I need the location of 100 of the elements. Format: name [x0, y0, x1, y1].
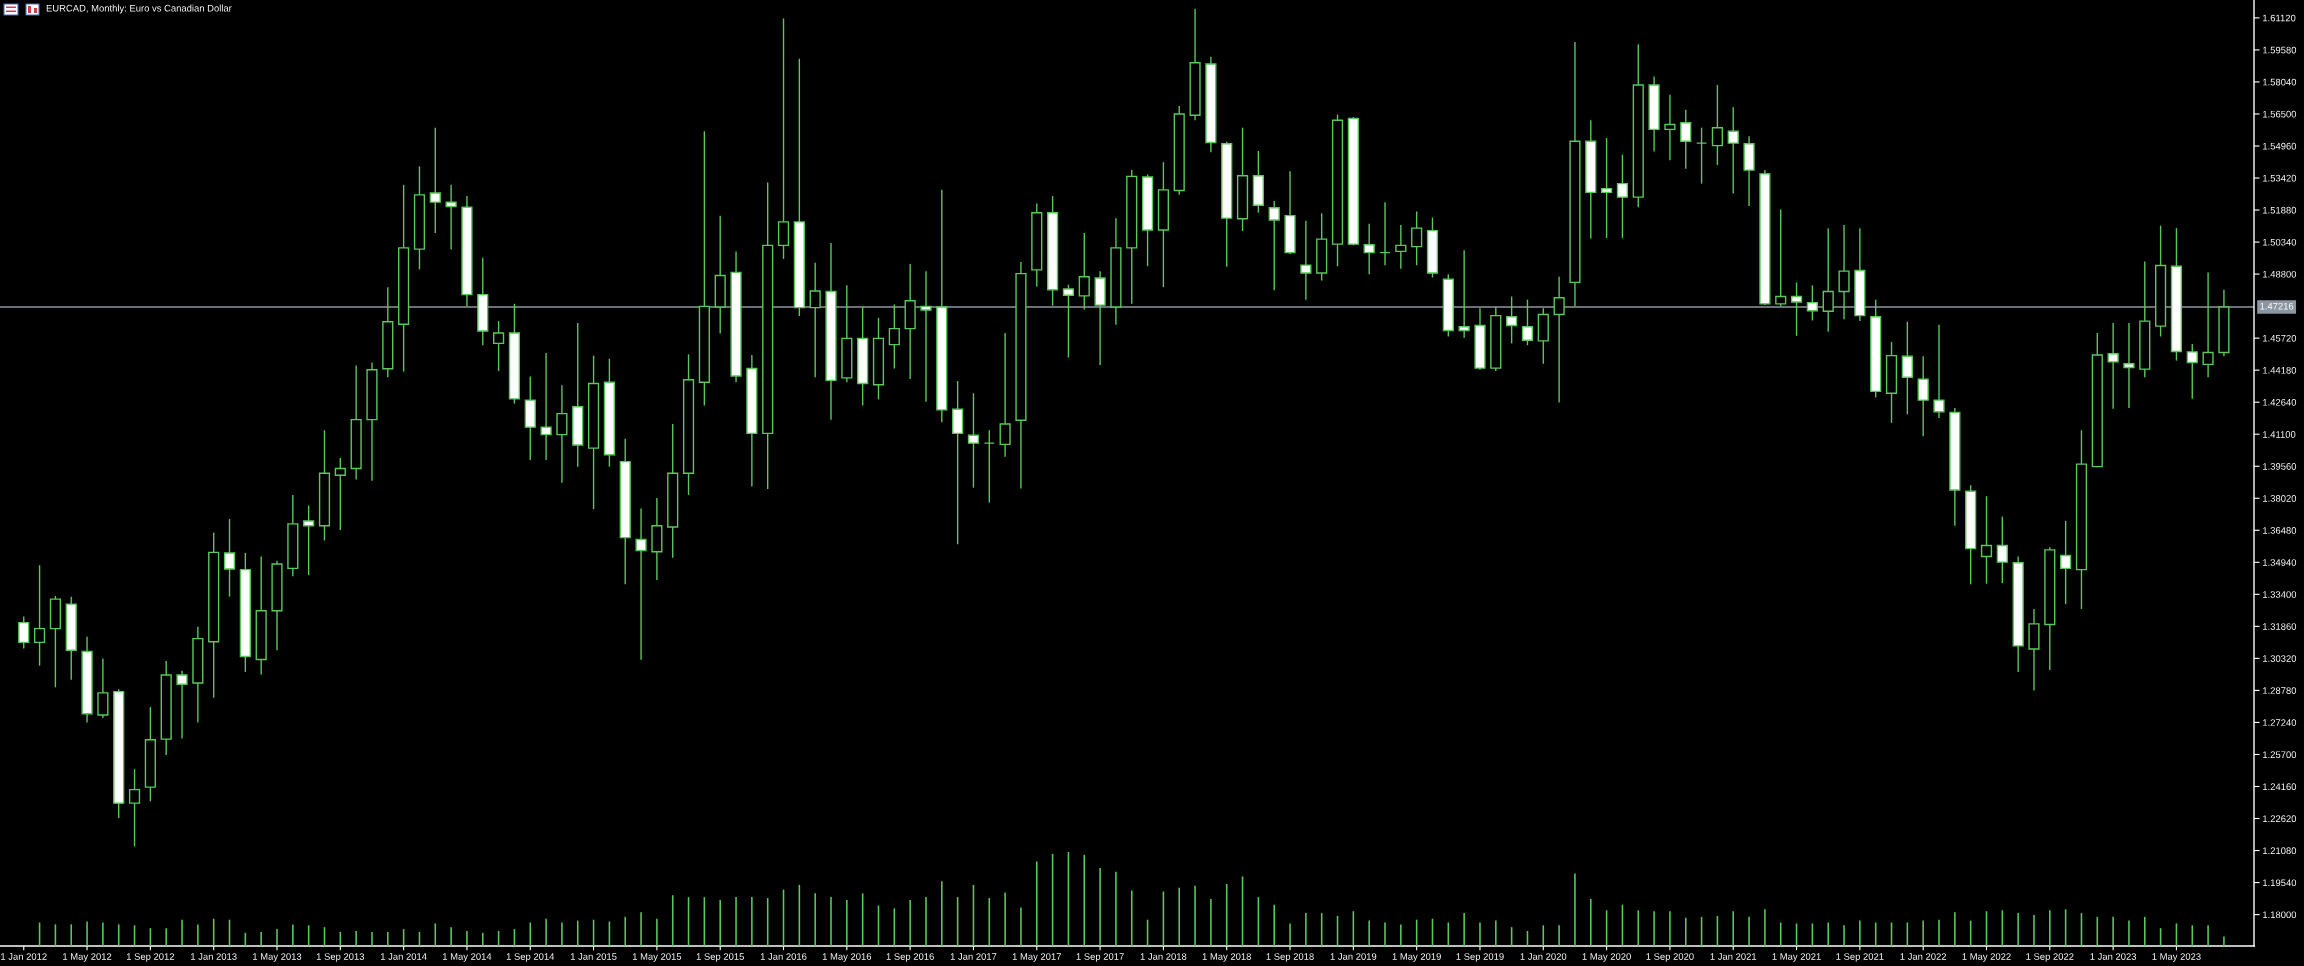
- y-tick-label: 1.58040: [2263, 78, 2297, 86]
- x-tick-label: 1 Sep 2017: [1076, 953, 1124, 962]
- candlestick: [556, 384, 568, 484]
- x-tick-label: 1 Jan 2023: [2090, 953, 2137, 960]
- x-tick-label: 1 Sep 2020: [1646, 953, 1694, 962]
- x-tick-label: 1 Jan 2013: [191, 953, 237, 960]
- y-tick-label: 1.36480: [2263, 527, 2297, 534]
- candlestick: [33, 564, 46, 667]
- x-tick-label: 1 May 2020: [1582, 953, 1631, 962]
- x-tick-label: 1 Jan 2021: [1710, 953, 1757, 960]
- x-tick-label: 1 Sep 2021: [1836, 953, 1884, 962]
- x-tick-label: 1 May 2023: [2152, 953, 2201, 962]
- x-tick-label: 1 Sep 2014: [506, 953, 555, 962]
- y-tick-label: 1.22620: [2263, 815, 2297, 823]
- x-tick-label: 1 Jan 2018: [1140, 953, 1187, 960]
- candlestick: [223, 518, 236, 598]
- candlestick: [1933, 324, 1945, 419]
- candlestick: [777, 17, 790, 260]
- candlestick: [1727, 106, 1739, 195]
- x-tick-label: 1 Jan 2016: [760, 953, 807, 960]
- y-tick-label: 1.24160: [2263, 783, 2297, 791]
- candlestick: [2123, 322, 2135, 409]
- candlestick: [1901, 321, 1913, 415]
- candlestick: [1664, 94, 1676, 162]
- y-tick-label: 1.54960: [2263, 142, 2297, 150]
- y-tick-label: 1.27240: [2263, 719, 2297, 726]
- candlestick: [1695, 126, 1708, 185]
- x-tick-label: 1 Jan 2019: [1330, 953, 1377, 960]
- x-tick-label: 1 Sep 2013: [316, 953, 365, 962]
- y-tick-label: 1.28780: [2263, 687, 2297, 694]
- chart-title: EURCAD, Monthly: Euro vs Canadian Dollar: [46, 4, 232, 14]
- candlestick: [920, 270, 932, 403]
- candlestick: [1616, 154, 1629, 239]
- candlestick: [429, 126, 441, 234]
- y-tick-label: 1.38020: [2263, 495, 2297, 502]
- x-tick-label: 1 Sep 2015: [696, 953, 744, 962]
- candlestick: [1521, 298, 1534, 346]
- x-tick-label: 1 Jan 2012: [1, 953, 47, 960]
- candlestick: [2202, 271, 2214, 378]
- candlestick: [1680, 109, 1692, 170]
- candlestick: [1790, 281, 1803, 337]
- candlestick: [334, 457, 346, 531]
- x-tick-label: 1 May 2022: [1962, 953, 2011, 962]
- candlestick: [1806, 284, 1818, 322]
- candlestick: [445, 184, 457, 251]
- x-tick-label: 1 May 2012: [63, 953, 112, 962]
- candlestick: [1996, 515, 2008, 584]
- candlestick: [888, 303, 900, 370]
- candlestick: [967, 392, 980, 489]
- y-tick-label: 1.53420: [2263, 174, 2297, 182]
- y-tick-label: 1.30320: [2263, 655, 2297, 662]
- x-tick-label: 1 May 2018: [1202, 953, 1251, 962]
- y-tick-label: 1.44180: [2263, 366, 2297, 374]
- x-tick-label: 1 Jan 2015: [570, 953, 617, 960]
- candlestick: [635, 507, 647, 661]
- y-tick-label: 1.39560: [2263, 463, 2297, 470]
- y-tick-label: 1.59580: [2263, 46, 2297, 54]
- candlestick: [983, 429, 995, 504]
- y-tick-label: 1.48800: [2263, 270, 2297, 278]
- candlestick: [2060, 520, 2072, 605]
- x-tick-label: 1 May 2015: [632, 953, 682, 962]
- y-tick-label: 1.25700: [2263, 751, 2297, 758]
- y-tick-label: 1.41100: [2263, 431, 2296, 438]
- candlestick: [1411, 210, 1423, 266]
- y-tick-label: 1.42640: [2263, 399, 2297, 406]
- x-tick-label: 1 Jan 2020: [1520, 953, 1567, 960]
- y-tick-label: 1.33400: [2263, 591, 2297, 598]
- y-tick-label: 1.51880: [2263, 206, 2297, 214]
- x-tick-label: 1 Sep 2019: [1456, 953, 1504, 962]
- y-tick-label: 1.50340: [2263, 238, 2297, 246]
- candlestick: [1506, 295, 1518, 345]
- candlestick: [1553, 276, 1565, 404]
- candlestick: [1822, 227, 1834, 333]
- y-tick-label: 1.34940: [2263, 559, 2297, 566]
- candlestick: [999, 332, 1011, 458]
- x-tick-label: 1 May 2021: [1772, 953, 1821, 962]
- candlestick: [1395, 224, 1407, 270]
- y-tick-label: 1.45720: [2263, 334, 2297, 342]
- x-tick-label: 1 Sep 2012: [126, 953, 175, 962]
- x-tick-label: 1 Sep 2022: [2026, 953, 2074, 962]
- x-tick-label: 1 May 2013: [253, 953, 302, 962]
- candlestick: [128, 768, 141, 848]
- candlestick: [1601, 137, 1613, 239]
- candlestick: [1838, 224, 1850, 320]
- y-tick-label: 1.21080: [2263, 847, 2297, 855]
- candlestick: [1917, 355, 1929, 437]
- x-tick-label: 1 Jan 2022: [1900, 953, 1947, 960]
- candlestick: [493, 320, 505, 372]
- y-tick-label: 1.61120: [2263, 14, 2296, 22]
- candlestick: [303, 504, 315, 576]
- x-tick-label: 1 May 2014: [442, 953, 492, 962]
- y-tick-label: 1.31860: [2263, 623, 2297, 630]
- x-tick-label: 1 Sep 2018: [1266, 953, 1314, 962]
- candlestick: [1300, 219, 1312, 301]
- candlestick: [1711, 84, 1724, 166]
- x-tick-label: 1 May 2016: [822, 953, 872, 962]
- y-tick-label: 1.56500: [2263, 110, 2297, 118]
- candlestick: [1980, 495, 1993, 585]
- candlestick: [1775, 208, 1787, 308]
- x-tick-label: 1 Jan 2017: [950, 953, 997, 960]
